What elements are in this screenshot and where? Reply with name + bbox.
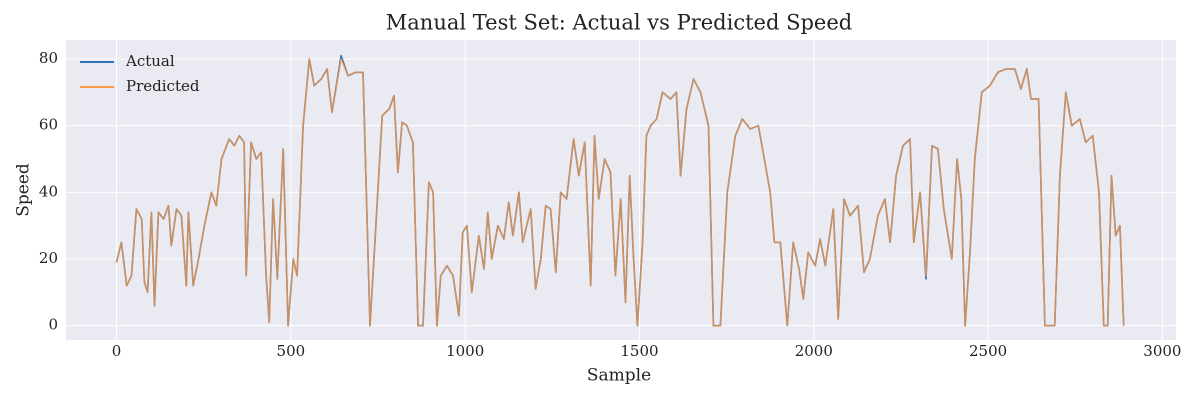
- x-tick-label: 1000: [446, 342, 484, 360]
- legend-label: Predicted: [126, 77, 200, 95]
- x-tick-label: 2500: [969, 342, 1007, 360]
- x-tick-label: 500: [277, 342, 306, 360]
- x-tick-label: 0: [112, 342, 122, 360]
- plot-area: [66, 40, 1176, 340]
- y-tick-label: 40: [39, 182, 58, 200]
- legend-label: Actual: [125, 52, 175, 70]
- y-tick-label: 80: [39, 49, 58, 67]
- y-tick-label: 20: [39, 249, 58, 267]
- x-tick-label: 3000: [1143, 342, 1181, 360]
- chart-title: Manual Test Set: Actual vs Predicted Spe…: [386, 11, 852, 35]
- x-tick-label: 2000: [795, 342, 833, 360]
- x-tick-label: 1500: [620, 342, 658, 360]
- y-tick-label: 60: [39, 116, 58, 134]
- x-axis-label: Sample: [587, 366, 651, 386]
- y-axis-label: Speed: [14, 163, 34, 217]
- y-tick-label: 0: [48, 316, 58, 334]
- data-line: [115, 58, 1125, 327]
